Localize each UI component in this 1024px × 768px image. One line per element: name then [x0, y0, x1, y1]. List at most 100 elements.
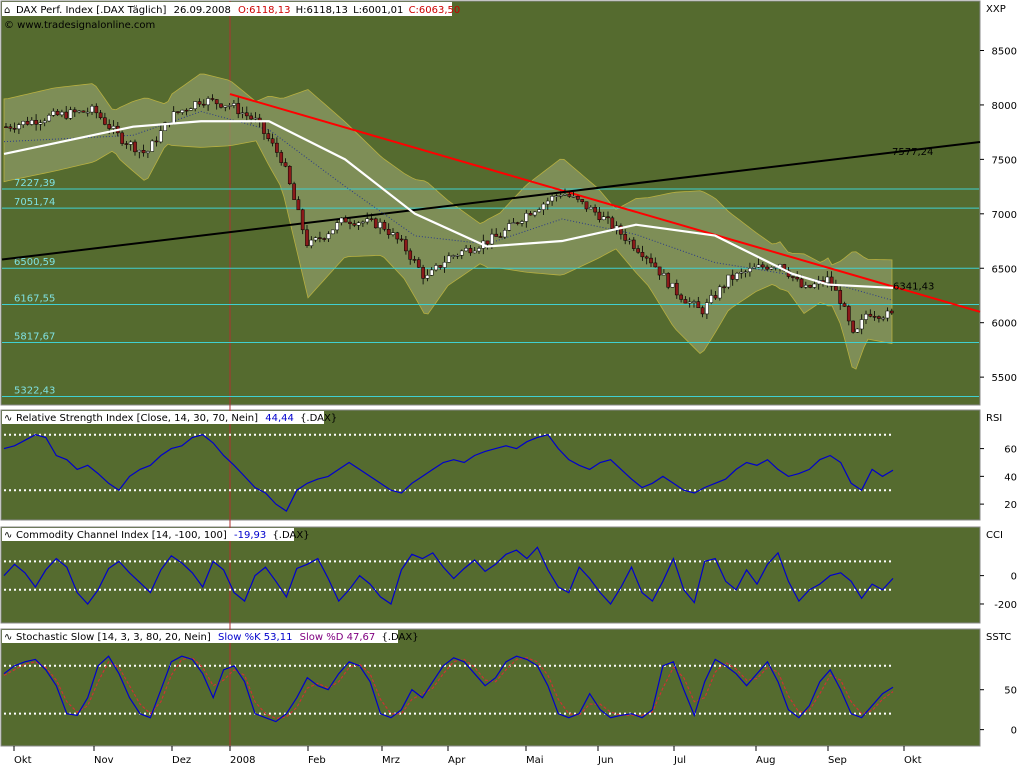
level-label: 5817,67: [14, 332, 55, 343]
candle-up: [51, 110, 56, 116]
candle-up: [429, 269, 434, 276]
candle-up: [748, 267, 752, 273]
candle-down: [623, 234, 628, 241]
candle-down: [606, 216, 610, 219]
candle-up: [223, 105, 228, 108]
candle-down: [382, 221, 387, 230]
candle-up: [425, 275, 430, 279]
candle-up: [442, 261, 447, 268]
cci-source: {.DAX}: [272, 530, 309, 541]
candle-up: [881, 317, 886, 320]
candle-down: [395, 232, 400, 240]
stoch-source: {.DAX}: [381, 632, 418, 643]
candle-up: [812, 283, 817, 288]
candle-up: [705, 302, 709, 315]
rsi-tick-label: 20: [1004, 500, 1017, 511]
candle-up: [90, 105, 94, 113]
header-close: C:6063,50: [409, 5, 461, 16]
rsi-axis-title: RSI: [986, 413, 1002, 424]
cci-panel-bg[interactable]: [0, 526, 981, 624]
candle-up: [47, 115, 51, 122]
x-axis: Okt Nov Dez 2008 Feb Mrz Apr Mai Jun Jul Aug Sep Okt: [13, 746, 922, 766]
candle-up: [803, 284, 808, 288]
price-tick-label: 6500: [992, 264, 1017, 275]
candle-down: [352, 223, 357, 226]
candle-down: [296, 199, 301, 211]
candle-down: [81, 110, 86, 113]
candle-down: [842, 303, 847, 307]
cci-title-icon: ∿: [4, 530, 12, 541]
candle-up: [356, 222, 361, 226]
candle-down: [8, 126, 13, 129]
candle-up: [464, 247, 468, 252]
candle-down: [851, 320, 855, 333]
candle-up: [533, 211, 537, 216]
candle-up: [864, 313, 868, 320]
candle-down: [528, 213, 533, 216]
candle-up: [571, 196, 576, 198]
candle-up: [563, 193, 567, 196]
candle-up: [309, 239, 314, 246]
header-low: L:6001,01: [353, 5, 403, 16]
candle-down: [236, 103, 241, 115]
level-label: 7051,74: [14, 197, 55, 208]
level-label: 6500,59: [14, 257, 55, 268]
candle-down: [838, 290, 843, 304]
stoch-title-bg: [2, 630, 398, 643]
candle-up: [601, 216, 606, 221]
candle-up: [743, 271, 748, 274]
cci-line: [3, 546, 894, 605]
candle-up: [739, 271, 744, 274]
candle-down: [730, 274, 735, 280]
candle-up: [490, 233, 494, 245]
candle-down: [386, 229, 391, 235]
candle-up: [378, 221, 382, 229]
candle-down: [644, 256, 649, 259]
candle-down: [94, 105, 99, 114]
candle-up: [391, 232, 395, 235]
stoch-panel-bg[interactable]: [0, 628, 981, 747]
candle-down: [713, 295, 718, 299]
y-axes: 5500 6000 6500 7000 7500 8000 8500 20 40 60 0 -200 0…: [980, 46, 1017, 737]
candle-up: [756, 264, 761, 268]
candle-down: [412, 259, 417, 261]
candle-down: [868, 313, 873, 317]
candle-down: [760, 264, 765, 268]
price-panel-bg[interactable]: [0, 0, 981, 406]
level-label: 6167,55: [14, 293, 55, 304]
candle-up: [726, 274, 731, 288]
candle-up: [146, 151, 150, 154]
candle-down: [438, 265, 443, 268]
rsi-panel-bg[interactable]: [0, 409, 981, 521]
candle-down: [666, 273, 671, 288]
header-date: 26.09.2008: [174, 5, 231, 16]
candle-up: [77, 110, 81, 113]
candle-down: [399, 238, 404, 241]
candle-down: [593, 207, 597, 213]
candle-down: [829, 276, 834, 287]
candle-down: [197, 101, 202, 105]
candle-up: [627, 239, 632, 242]
candle-down: [584, 201, 589, 210]
candle-down: [679, 294, 683, 300]
candle-up: [670, 282, 675, 288]
candle-up: [29, 120, 34, 125]
level-label: 5322,43: [14, 385, 55, 396]
candle-up: [330, 229, 335, 235]
candle-down: [872, 316, 877, 318]
rsi-title-bg: [2, 411, 324, 424]
x-tick-label: Sep: [828, 755, 847, 766]
header-bg: [2, 2, 452, 16]
header: ⌂ DAX Perf. Index [.DAX Täglich] 26.09.2…: [2, 2, 460, 31]
candle-down: [270, 138, 275, 144]
candle-down: [515, 222, 520, 224]
candle-up: [137, 150, 142, 153]
candle-down: [877, 316, 881, 319]
candle-down: [176, 111, 180, 113]
cci-axis-title: CCI: [986, 530, 1003, 541]
header-symbol: DAX Perf. Index [.DAX Täglich]: [16, 5, 166, 16]
candle-down: [421, 267, 425, 279]
rsi-title-icon: ∿: [4, 413, 12, 424]
candle-down: [597, 211, 602, 221]
level-label: 7227,39: [14, 178, 55, 189]
